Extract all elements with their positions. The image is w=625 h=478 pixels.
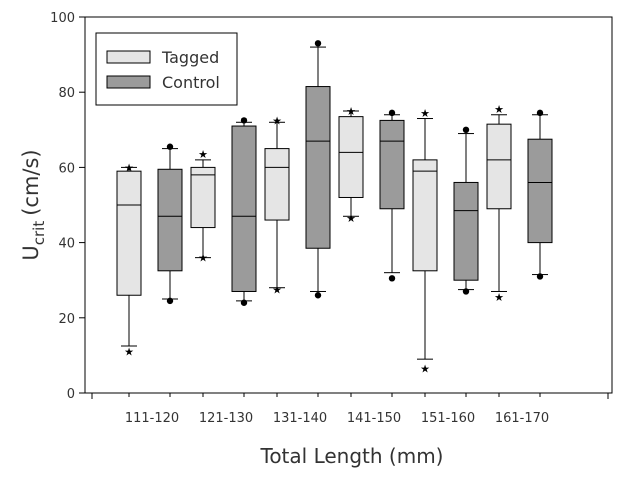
outlier-dot [462,288,470,295]
box-control-151-160 [453,126,479,295]
y-axis-title-main: U [19,245,43,260]
y-tick-label: 40 [58,237,75,252]
outlier-dot [388,275,396,282]
x-tick-label: 141-150 [347,411,401,426]
outlier-star: ★ [346,212,356,225]
y-axis-title: Ucrit (cm/s) [19,149,48,260]
box-control-141-150 [379,109,405,282]
box-control-131-140 [305,40,331,299]
box-body [412,159,438,272]
box-body [486,123,512,210]
outlier-star: ★ [198,148,208,161]
box-tagged-111-120: ★★ [116,161,142,359]
legend-swatch-control [106,75,151,89]
box-body [264,148,290,221]
outlier-dot [240,299,248,306]
box-tagged-131-140: ★★ [264,114,290,297]
outlier-dot [388,109,396,117]
outlier-dot [240,117,248,124]
x-tick-label: 131-140 [273,411,327,426]
outlier-dot [536,109,544,117]
box-body [190,166,216,229]
outlier-star: ★ [346,105,356,118]
box-body [231,125,257,292]
outlier-star: ★ [198,252,208,265]
box-tagged-121-130: ★★ [190,148,216,265]
y-tick-label: 20 [58,312,75,327]
box-body [379,119,405,210]
legend-label-control: Control [162,73,220,92]
box-body [116,170,142,296]
y-tick-label: 100 [50,11,75,26]
x-axis-title: Total Length (mm) [260,444,444,468]
box-control-111-120 [157,143,183,305]
outlier-dot [166,143,174,150]
legend-label-tagged: Tagged [161,48,219,67]
y-axis-title-subscript: crit [30,221,48,246]
legend: Tagged Control [95,32,238,106]
outlier-dot [314,40,322,47]
outlier-dot [462,126,470,133]
outlier-star: ★ [494,103,504,116]
x-tick-label: 161-170 [495,411,549,426]
x-tick-label: 121-130 [199,411,253,426]
box-body [338,116,364,198]
box-tagged-151-160: ★★ [412,107,438,376]
box-body [305,86,331,249]
outlier-dot [536,273,544,280]
outlier-dot [314,292,322,299]
box-control-161-170 [527,109,553,280]
x-tick-label: 111-120 [125,411,179,426]
y-tick-label: 0 [67,387,75,402]
box-control-121-130 [231,117,257,306]
legend-frame [95,32,238,106]
outlier-star: ★ [420,107,430,120]
outlier-star: ★ [124,161,134,174]
outlier-star: ★ [124,346,134,359]
box-series: ★★★★★★★★★★★★ [116,40,553,376]
y-tick-label: 60 [58,161,75,176]
box-tagged-141-150: ★★ [338,105,364,225]
y-axis-title-unit: (cm/s) [19,149,43,215]
box-tagged-161-170: ★★ [486,103,512,304]
box-body [453,181,479,281]
outlier-dot [166,297,174,305]
outlier-star: ★ [494,291,504,304]
x-tick-label: 151-160 [421,411,475,426]
y-axis: 0 20 40 60 80 100 [50,11,85,402]
outlier-star: ★ [272,114,282,127]
outlier-star: ★ [420,363,430,376]
box-body [157,168,183,272]
x-axis: 111-120 121-130 131-140 141-150 151-160 161-1… [91,393,609,426]
outlier-star: ★ [272,284,282,297]
y-tick-label: 80 [58,86,75,101]
legend-swatch-tagged [106,50,151,64]
box-body [527,138,553,244]
plot-frame [84,16,613,394]
